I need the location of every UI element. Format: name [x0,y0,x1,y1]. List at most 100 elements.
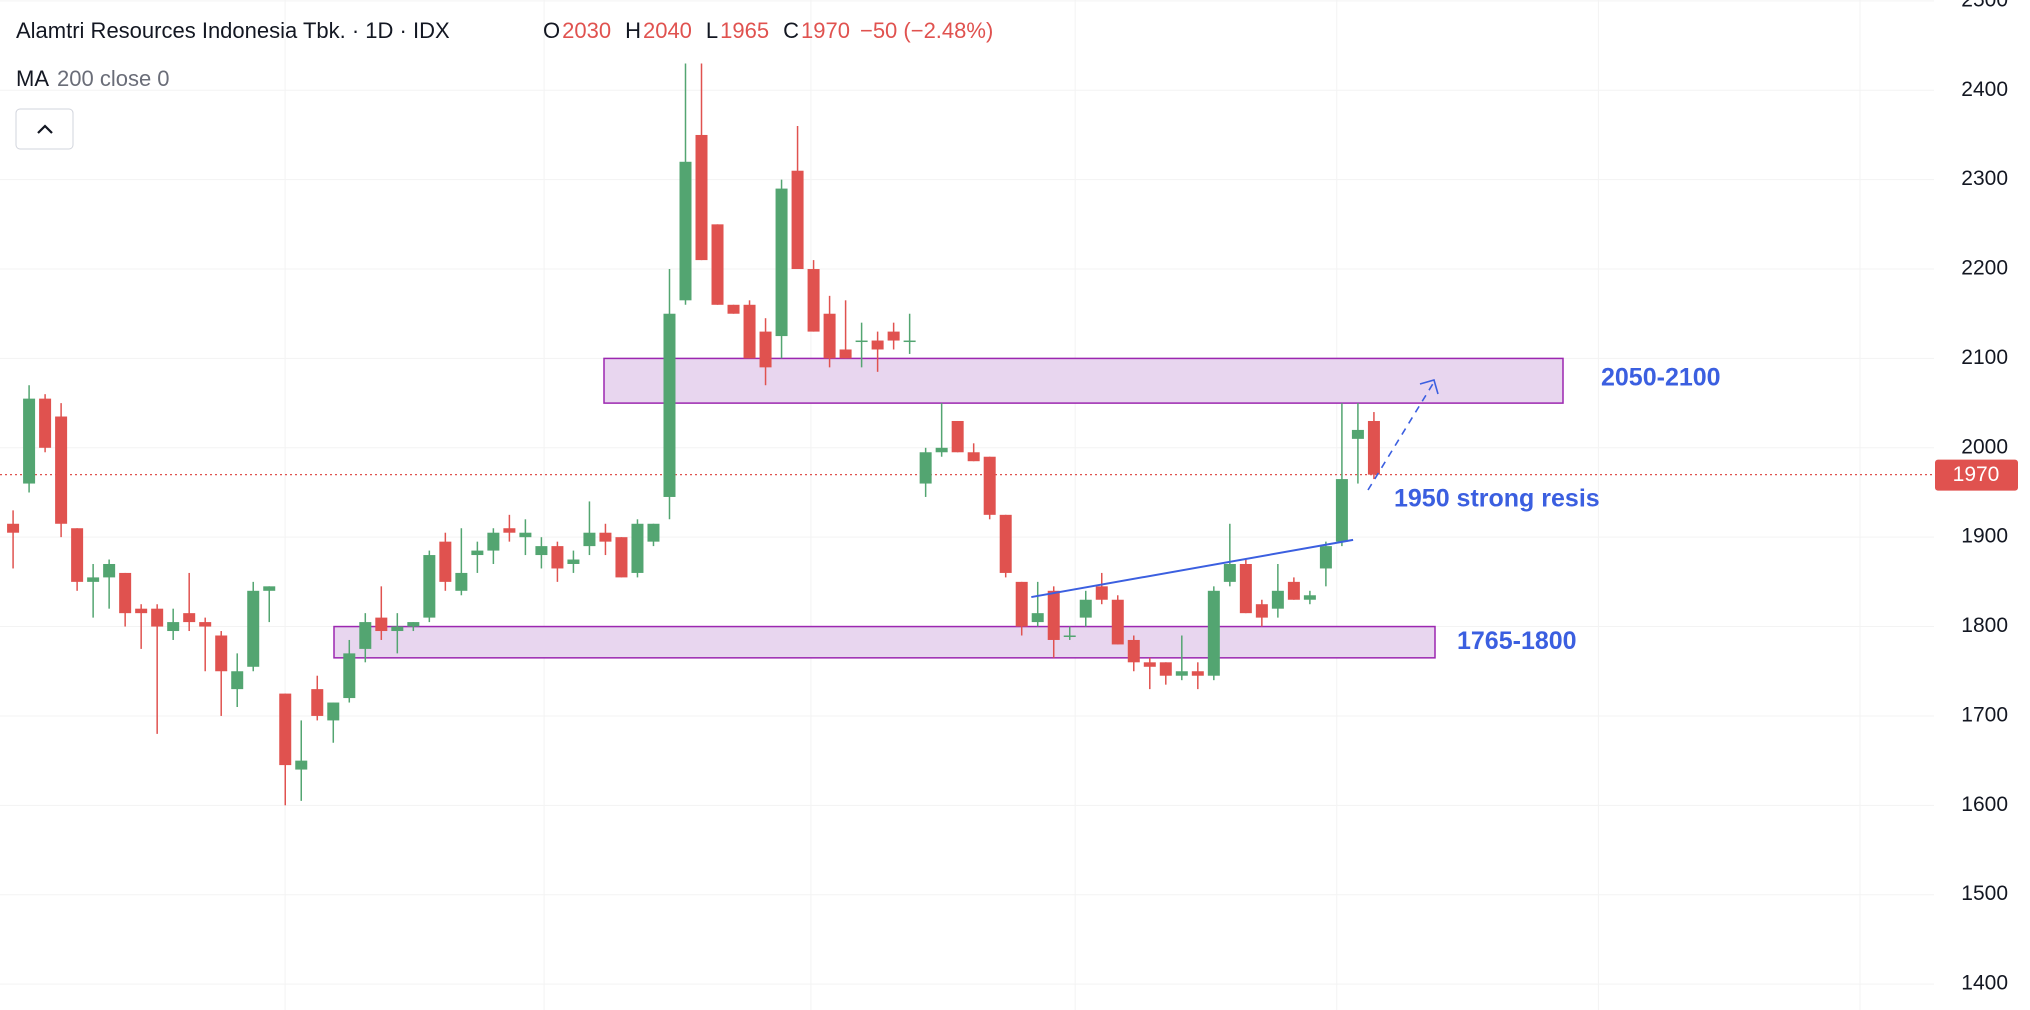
button-frame[interactable] [15,108,74,150]
candle-body [887,331,900,341]
candle-body [599,532,612,542]
candle-body [375,617,388,632]
candle-body [983,456,996,515]
candle-body [967,452,980,462]
candle-body [1207,590,1220,676]
candle-body [583,532,596,547]
candle-body [1367,420,1380,475]
y-tick-label: 1900 [1961,525,2008,548]
candle-body [119,572,132,614]
chevron-icon[interactable] [37,124,53,134]
y-tick-label: 2500 [1961,0,2008,11]
candle-body [295,760,308,770]
candle-body [263,586,276,591]
legend-value: 2040 [643,18,692,43]
grid [0,0,1934,1010]
candle-body [839,349,852,359]
candle-body [391,626,404,632]
candle-body [727,304,740,314]
candle-body [247,590,260,667]
candle-body [327,702,340,721]
candle-body [279,693,292,766]
y-tick-label: 1600 [1961,793,2008,816]
candle-body [87,577,100,582]
candle-body [55,416,68,524]
candle-body [1255,604,1268,618]
zone-label: 1765-1800 [1457,627,1577,655]
legend-change: −50 (−2.48%) [860,18,993,43]
indicator-params: 200 close 0 [57,66,170,91]
candle-body [567,559,580,564]
indicator-name: MA [16,66,49,91]
candle-body [71,528,84,582]
candle-body [743,304,756,359]
candle-body [695,134,708,261]
candle-body [679,161,692,301]
candle-body [711,224,724,305]
y-tick-label: 2100 [1961,346,2008,369]
candle-body [231,671,244,690]
candle-body [823,313,836,359]
candle-body [423,555,436,618]
candle-body [1351,429,1364,439]
candle-body [791,170,804,270]
candle-body [807,269,820,332]
annotation: 1950 strong resis [1394,485,1600,513]
candle-body [471,550,484,556]
indicator: MA 200 close 0 [16,66,170,91]
candle-body [1287,581,1300,600]
candle-body [1015,581,1028,627]
legend-value: 2030 [562,18,611,43]
legend-value: 1965 [720,18,769,43]
y-tick-label: 1700 [1961,703,2008,726]
candle-body [199,622,212,627]
candle-body [615,537,628,578]
candle-body [151,608,164,627]
candle-body [1127,639,1140,663]
candle-body [359,622,372,649]
projection-arrow [1367,379,1439,491]
y-tick-label: 1800 [1961,614,2008,637]
candle-body [935,447,948,453]
legend-key: L [706,18,718,43]
candle-body [103,563,116,578]
candle-body [535,546,548,556]
projection-line [1367,381,1435,491]
y-tick-label: 1400 [1961,972,2008,995]
legend-value: 1970 [801,18,850,43]
collapse-button[interactable] [15,108,74,150]
candle-body [1143,662,1156,667]
candle-body [1031,613,1044,623]
candle-body [1111,599,1124,645]
plot-area [0,63,1934,806]
candle-body [1095,586,1108,600]
candle-body [759,331,772,368]
candle-body [1223,563,1236,582]
candle-body [1063,635,1076,637]
candle-body [951,420,964,453]
candle-body [1335,479,1348,542]
legend-key: C [783,18,799,43]
candle-body [439,541,452,582]
candle-body [503,528,516,533]
arrow-head [1419,379,1439,395]
candle-body [1191,671,1204,676]
candle-body [487,532,500,551]
candle-body [1271,590,1284,609]
candle-body [167,622,180,632]
candle-body [135,608,148,614]
zone [333,625,1436,659]
candle-body [455,572,468,591]
ohlc-legend: O 2030 H 2040 L 1965 C 1970 −50 (−2.48%) [543,18,993,43]
candle-body [1239,563,1252,614]
candle-body [1175,671,1188,676]
candle-body [1303,595,1316,600]
candle-body [999,514,1012,573]
y-tick-label: 1500 [1961,882,2008,905]
candle-body [7,523,20,533]
y-tick-label: 2000 [1961,435,2008,458]
candle-body [855,340,868,343]
candle-body [39,398,52,448]
candle-body [311,689,324,716]
